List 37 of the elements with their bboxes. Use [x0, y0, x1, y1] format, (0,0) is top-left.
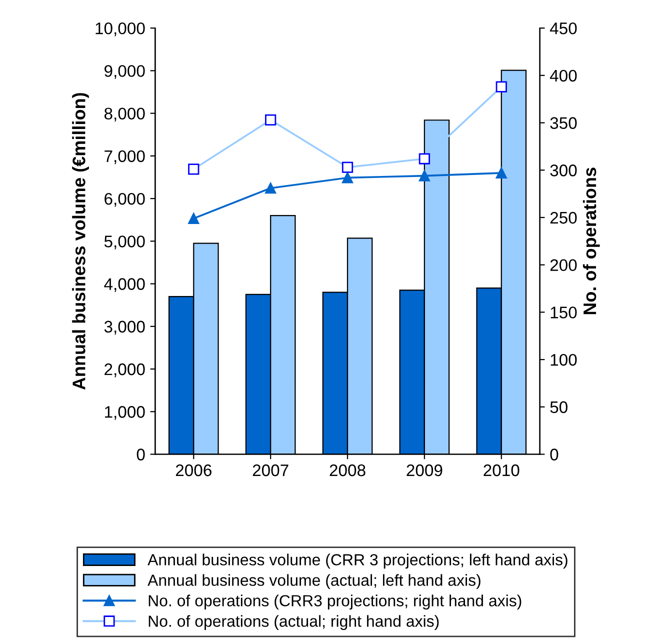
- point: [418, 170, 430, 182]
- y2-tick-label: 0: [550, 448, 558, 460]
- y-tick-label: 5,000: [104, 236, 145, 250]
- y2-tick-label: 250: [550, 212, 577, 224]
- y-tick-label: 7,000: [104, 150, 145, 164]
- y2-tick-label: 300: [550, 164, 577, 176]
- x-tick-label: 2009: [406, 464, 442, 476]
- x-tick-label: 2010: [484, 464, 520, 476]
- x-tick-label: 2007: [252, 464, 288, 476]
- point: [496, 167, 507, 179]
- y-tick-label: 0: [136, 448, 145, 460]
- y-tick-label: 4,000: [104, 278, 145, 292]
- legend-label: No. of operations (actual; right hand axis): [148, 615, 439, 630]
- y-tick-label: 6,000: [104, 192, 145, 207]
- point: [265, 182, 276, 194]
- y2-axis-title: No. of operations: [582, 168, 600, 314]
- point: [188, 212, 200, 224]
- y2-tick-label: 50: [550, 401, 568, 414]
- y-tick-label: 2,000: [104, 363, 145, 378]
- y-tick-label: 1,000: [105, 406, 145, 420]
- y-tick-label: 3,000: [104, 320, 145, 335]
- x-tick-label: 2006: [176, 464, 212, 476]
- y-tick-label: 9,000: [104, 65, 145, 79]
- legend-label: Annual business volume (CRR 3 projections; left hand axis): [148, 554, 568, 569]
- point: [342, 172, 354, 184]
- y2-tick-label: 400: [550, 70, 577, 82]
- y-axis-title: Annual business volume (€million): [72, 93, 89, 390]
- y-tick-label: 10,000: [96, 22, 145, 36]
- y2-tick-label: 350: [550, 117, 577, 129]
- y2-tick-label: 450: [550, 22, 577, 34]
- y2-tick-label: 200: [550, 259, 577, 272]
- x-tick-label: 2008: [330, 464, 366, 476]
- legend-label: No. of operations (CRR3 projections; right hand axis): [148, 594, 522, 610]
- legend-label: Annual business volume (actual; left hand axis): [148, 574, 480, 590]
- y-tick-label: 8,000: [104, 108, 145, 122]
- y2-tick-label: 150: [550, 306, 577, 318]
- y2-tick-label: 100: [550, 354, 577, 366]
